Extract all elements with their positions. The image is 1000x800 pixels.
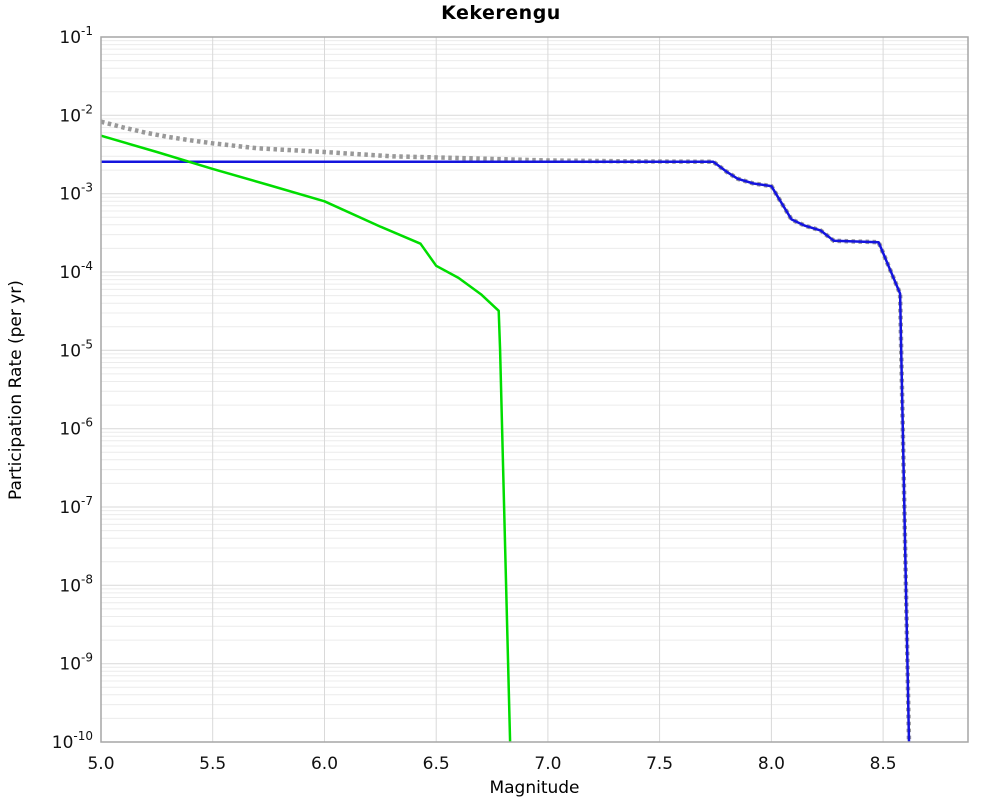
y-tick-label: 10-8 <box>59 572 93 596</box>
series-line-green-solid <box>100 134 512 743</box>
x-axis-label: Magnitude <box>489 778 580 798</box>
y-tick-label: 10-6 <box>59 416 93 440</box>
x-tick-label: 5.0 <box>87 754 114 774</box>
x-tick-label: 8.5 <box>870 754 897 774</box>
y-tick-label: 10-7 <box>59 494 93 518</box>
x-tick-label: 7.0 <box>534 754 561 774</box>
y-tick-label: 10-1 <box>59 24 93 48</box>
chart-title: Kekerengu <box>441 2 561 24</box>
y-tick-label: 10-3 <box>59 181 93 205</box>
y-tick-label: 10-2 <box>59 102 93 126</box>
y-axis-label-text: Participation Rate (per yr) <box>6 280 26 500</box>
y-tick-label: 10-10 <box>52 729 93 753</box>
y-tick-label: 10-4 <box>59 259 93 283</box>
plot-border <box>100 36 969 743</box>
y-tick-label: 10-5 <box>59 337 93 361</box>
series-line-blue-solid <box>101 160 911 743</box>
x-tick-label: 6.0 <box>311 754 338 774</box>
x-tick-label: 8.0 <box>758 754 785 774</box>
x-tick-label: 7.5 <box>646 754 673 774</box>
x-tick-label: 6.5 <box>423 754 450 774</box>
y-tick-label: 10-9 <box>59 651 93 675</box>
x-tick-label: 5.5 <box>199 754 226 774</box>
